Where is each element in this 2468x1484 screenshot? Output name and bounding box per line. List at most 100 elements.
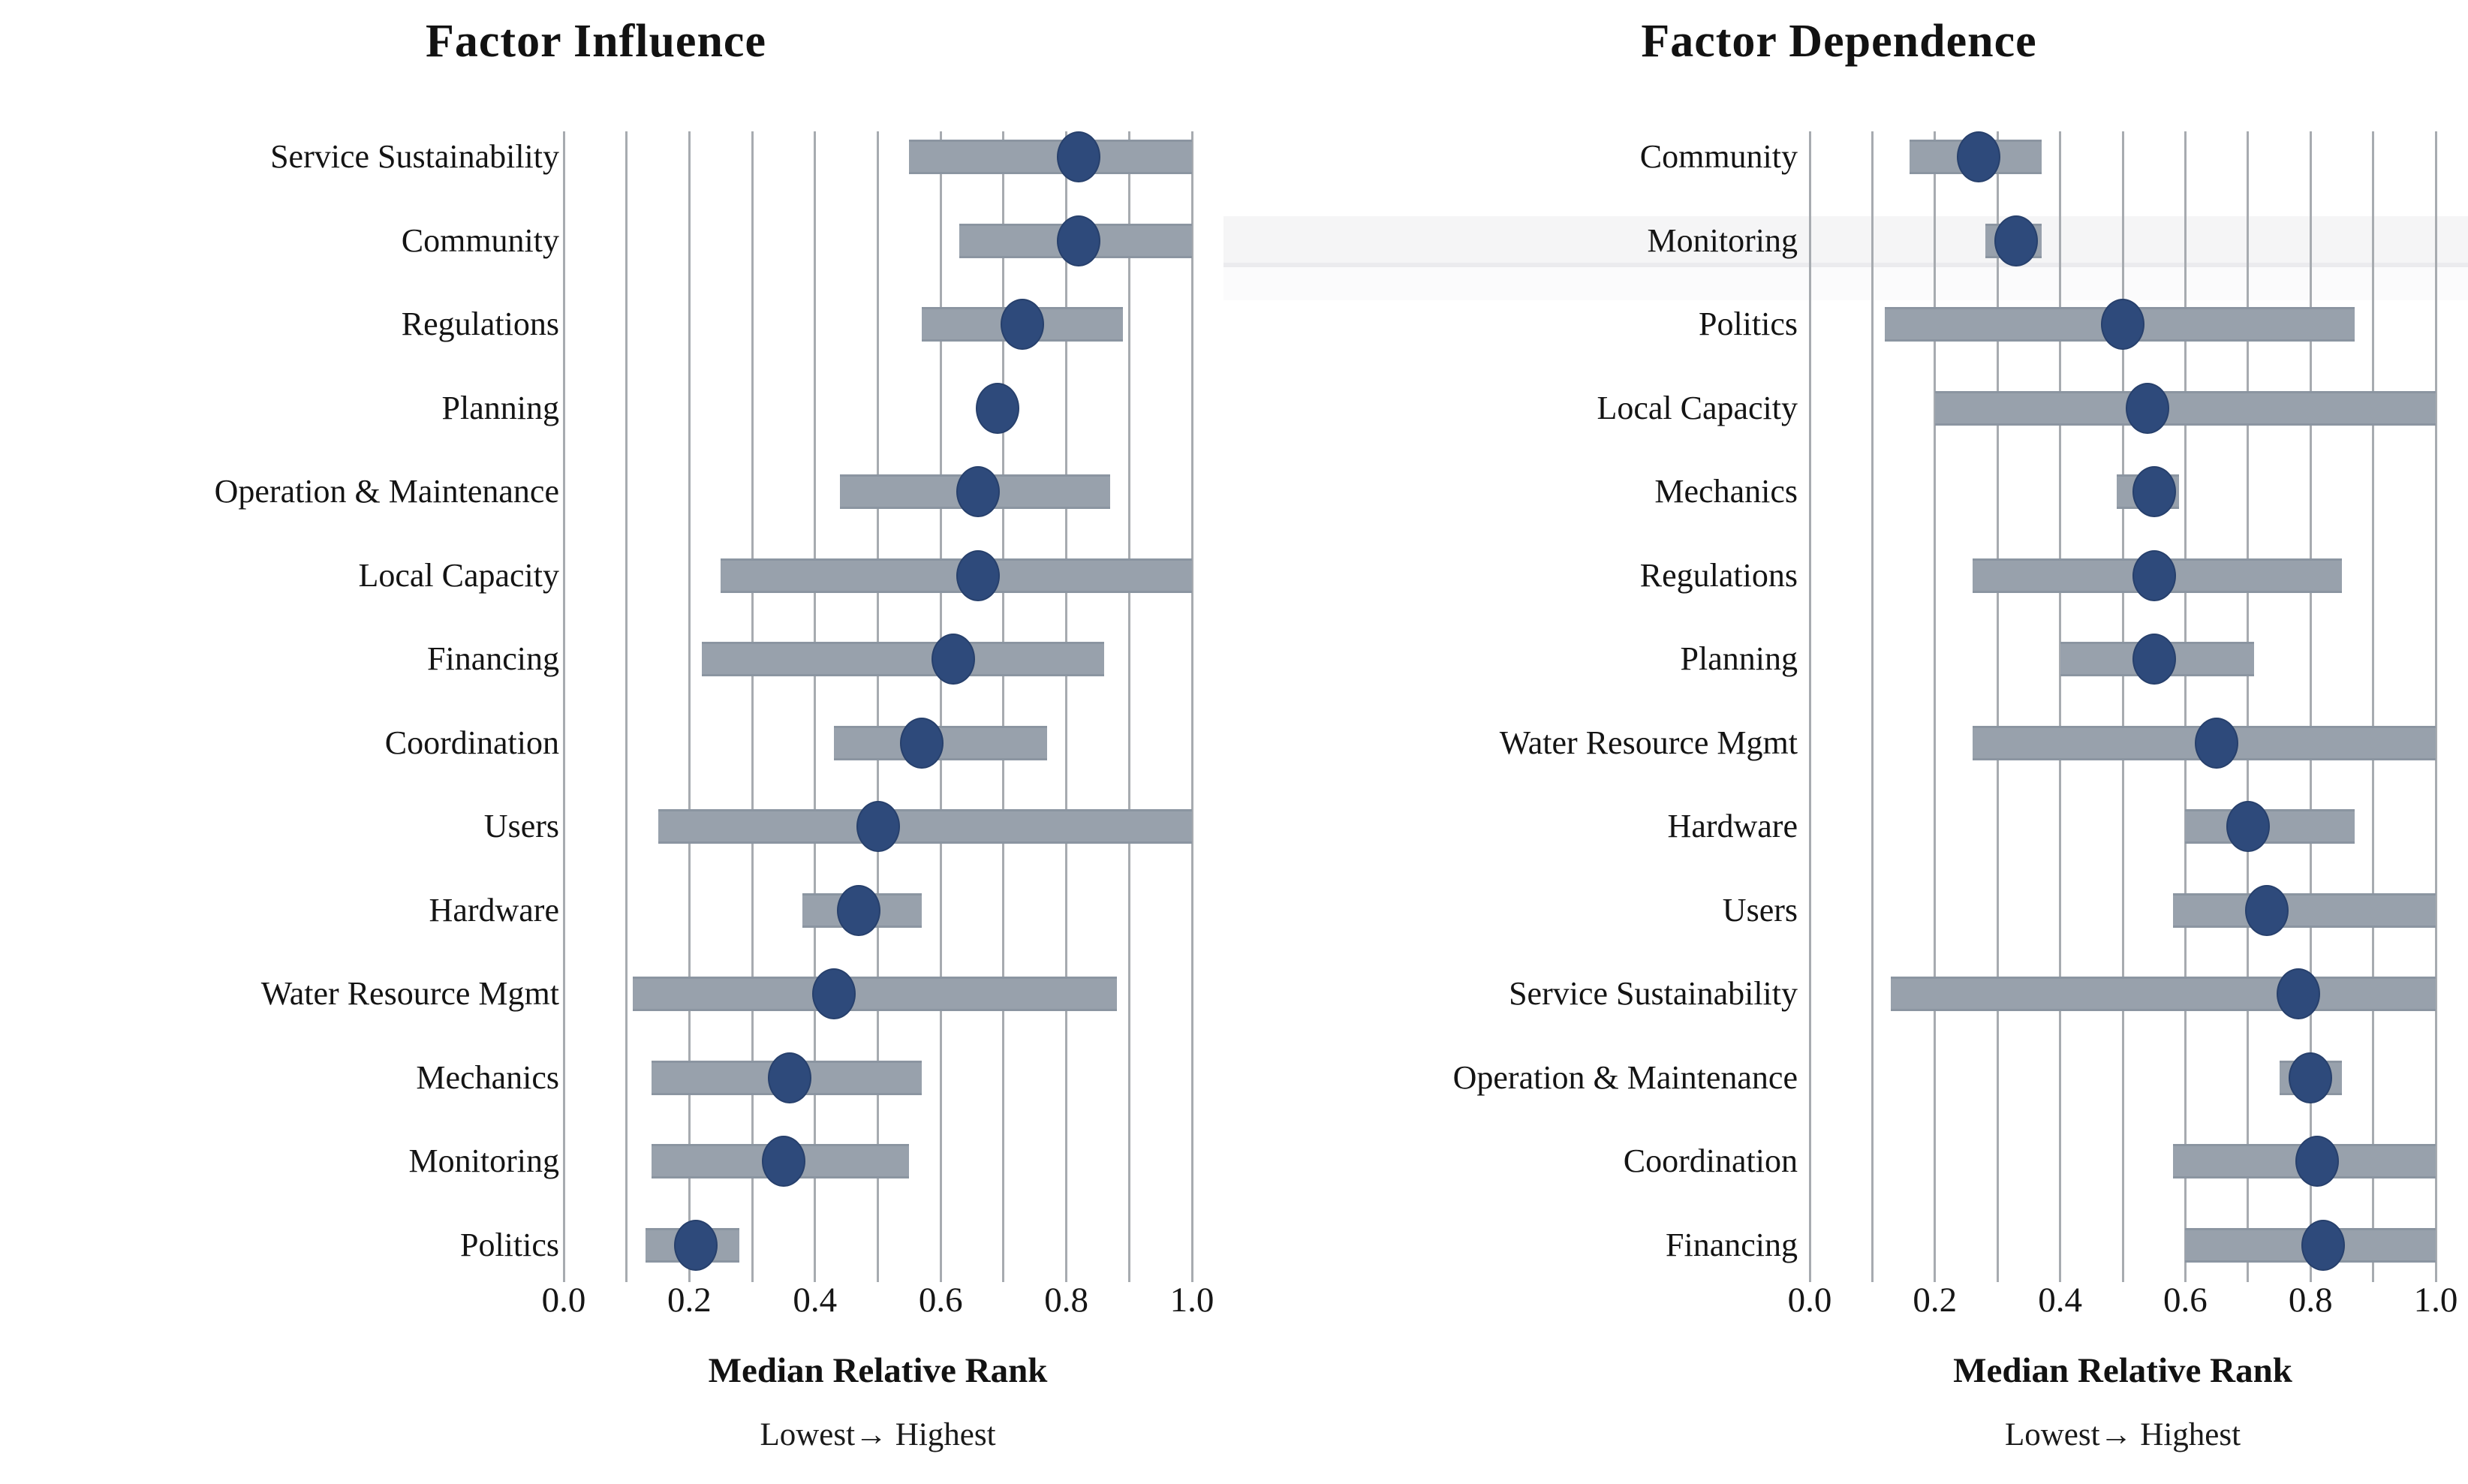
x-tick-label: 0.4 xyxy=(2038,1281,2082,1320)
x-gridline xyxy=(562,131,565,1282)
right-panel-title: Factor Dependence xyxy=(1641,16,2037,67)
row-label: Coordination xyxy=(1623,1142,1798,1179)
median-dot xyxy=(1994,215,2039,266)
median-dot xyxy=(1957,131,2001,182)
x-tick-label: 0.8 xyxy=(2288,1281,2333,1320)
x-gridline xyxy=(2434,131,2437,1282)
row-label: Politics xyxy=(1698,306,1798,342)
median-dot xyxy=(2132,549,2176,601)
median-dot xyxy=(2101,299,2144,350)
x-gridline xyxy=(1065,131,1068,1282)
range-bar xyxy=(909,140,1192,174)
x-gridline xyxy=(1127,131,1130,1282)
row-label: Users xyxy=(483,808,559,844)
row-label: Regulations xyxy=(401,306,559,342)
x-tick-label: 0.6 xyxy=(918,1281,963,1320)
x-gridline xyxy=(877,131,879,1282)
row-label: Planning xyxy=(441,389,559,426)
median-dot xyxy=(2195,717,2239,769)
x-tick-label: 0.4 xyxy=(793,1281,838,1320)
row-highlight-line xyxy=(1223,262,2468,267)
row-label: Coordination xyxy=(384,724,559,761)
row-label: Financing xyxy=(427,640,559,677)
median-dot xyxy=(768,1052,812,1103)
x-gridline xyxy=(1871,131,1874,1282)
row-highlight-band xyxy=(1223,215,2468,263)
x-tick-label: 0.2 xyxy=(667,1281,712,1320)
range-bar xyxy=(633,977,1117,1011)
row-label: Water Resource Mgmt xyxy=(1499,724,1798,761)
row-label: Regulations xyxy=(1639,556,1798,594)
median-dot xyxy=(956,466,1001,517)
left-x-axis-label: Median Relative Rank xyxy=(708,1351,1048,1390)
row-label: Operation & Maintenance xyxy=(1452,1058,1798,1096)
x-gridline xyxy=(814,131,817,1282)
median-dot xyxy=(2289,1052,2333,1103)
row-label: Financing xyxy=(1666,1226,1798,1263)
x-tick-label: 0.0 xyxy=(1787,1281,1832,1320)
median-dot xyxy=(673,1219,718,1271)
x-gridline xyxy=(1002,131,1005,1282)
x-gridline xyxy=(2121,131,2124,1282)
median-dot xyxy=(2226,801,2270,852)
x-gridline xyxy=(939,131,942,1282)
x-tick-label: 0.0 xyxy=(541,1281,586,1320)
median-dot xyxy=(975,382,1019,434)
median-dot xyxy=(2276,968,2320,1019)
row-label: Operation & Maintenance xyxy=(214,473,559,510)
range-bar xyxy=(721,558,1192,593)
right-x-axis-label: Median Relative Rank xyxy=(1953,1351,2292,1390)
median-dot xyxy=(2301,1219,2345,1271)
median-dot xyxy=(811,968,856,1019)
median-dot xyxy=(931,634,975,685)
row-label: Politics xyxy=(459,1226,559,1263)
x-gridline xyxy=(751,131,754,1282)
x-gridline xyxy=(1934,131,1937,1282)
x-tick-label: 1.0 xyxy=(1169,1281,1214,1320)
right-x-axis-sublabel: Lowest→ Highest xyxy=(2004,1417,2241,1452)
row-label: Monitoring xyxy=(1647,221,1798,259)
x-gridline xyxy=(1808,131,1811,1282)
median-dot xyxy=(1057,215,1101,266)
median-dot xyxy=(900,717,944,769)
left-x-axis-sublabel: Lowest→ Highest xyxy=(760,1417,996,1452)
row-label: Hardware xyxy=(1667,808,1798,844)
x-gridline xyxy=(1996,131,1999,1282)
row-label: Community xyxy=(401,221,559,259)
range-bar xyxy=(702,642,1104,676)
x-gridline xyxy=(2059,131,2062,1282)
row-highlight-band-faint xyxy=(1223,266,2468,300)
x-gridline xyxy=(2309,131,2312,1282)
range-bar xyxy=(658,809,1192,844)
x-tick-label: 0.6 xyxy=(2163,1281,2208,1320)
row-label: Mechanics xyxy=(1654,473,1798,510)
median-dot xyxy=(837,884,881,936)
median-dot xyxy=(2244,884,2289,936)
x-gridline xyxy=(2184,131,2187,1282)
left-panel-title: Factor Influence xyxy=(426,16,766,67)
x-gridline xyxy=(1190,131,1193,1282)
median-dot xyxy=(1057,131,1101,182)
row-label: Hardware xyxy=(429,891,559,929)
row-label: Local Capacity xyxy=(1597,389,1798,426)
range-bar xyxy=(1891,977,2436,1011)
median-dot xyxy=(2132,466,2176,517)
median-dot xyxy=(2295,1136,2339,1187)
row-label: Service Sustainability xyxy=(1509,975,1798,1012)
x-gridline xyxy=(2247,131,2250,1282)
row-label: Service Sustainability xyxy=(270,138,559,175)
x-gridline xyxy=(688,131,691,1282)
x-tick-label: 0.2 xyxy=(1913,1281,1958,1320)
range-bar xyxy=(2185,809,2355,844)
row-label: Users xyxy=(1722,891,1798,929)
row-label: Community xyxy=(1639,138,1798,175)
median-dot xyxy=(856,801,900,852)
row-label: Water Resource Mgmt xyxy=(260,975,559,1012)
range-bar xyxy=(2172,893,2436,928)
range-bar xyxy=(1934,390,2436,426)
median-dot xyxy=(2126,382,2170,434)
row-label: Local Capacity xyxy=(358,556,559,594)
median-dot xyxy=(2132,634,2176,685)
median-dot xyxy=(956,549,1001,601)
